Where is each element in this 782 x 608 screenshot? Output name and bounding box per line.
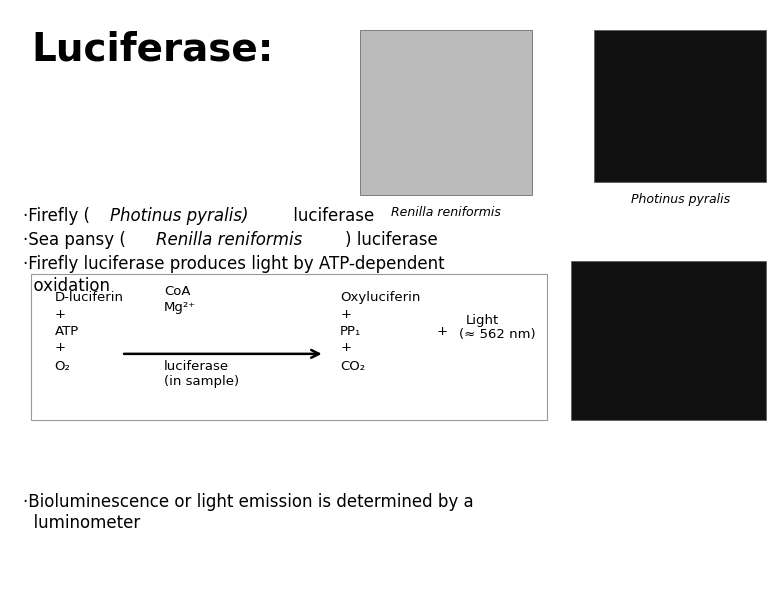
- Text: +: +: [340, 308, 351, 321]
- Text: O₂: O₂: [55, 359, 70, 373]
- Bar: [571, 261, 766, 420]
- Text: D-luciferin: D-luciferin: [55, 291, 124, 305]
- Text: luciferase: luciferase: [164, 359, 229, 373]
- Text: Light: Light: [465, 314, 499, 327]
- Text: Photinus pyralis): Photinus pyralis): [109, 207, 248, 225]
- Text: ) luciferase: ) luciferase: [345, 231, 437, 249]
- Text: CoA: CoA: [164, 285, 191, 299]
- Text: oxidation: oxidation: [23, 277, 110, 295]
- Text: PP₁: PP₁: [340, 325, 361, 338]
- Text: Oxyluciferin: Oxyluciferin: [340, 291, 421, 305]
- Text: ·Firefly luciferase produces light by ATP-dependent: ·Firefly luciferase produces light by AT…: [23, 255, 445, 274]
- Text: +: +: [340, 341, 351, 354]
- Bar: [594, 30, 766, 182]
- Text: +: +: [55, 308, 66, 321]
- Text: Luciferase:: Luciferase:: [31, 30, 274, 69]
- Text: Renilla reniformis: Renilla reniformis: [391, 206, 500, 218]
- Text: Renilla reniformis: Renilla reniformis: [156, 231, 303, 249]
- Text: ·Firefly (: ·Firefly (: [23, 207, 91, 225]
- Text: ATP: ATP: [55, 325, 79, 338]
- Text: Photinus pyralis: Photinus pyralis: [631, 193, 730, 206]
- Text: ·Bioluminescence or light emission is determined by a: ·Bioluminescence or light emission is de…: [23, 492, 474, 511]
- Text: luminometer: luminometer: [23, 514, 141, 532]
- Text: +: +: [436, 325, 447, 338]
- Text: (in sample): (in sample): [164, 375, 239, 388]
- Text: luciferase: luciferase: [289, 207, 375, 225]
- Bar: [31, 274, 547, 420]
- Text: Mg²⁺: Mg²⁺: [164, 300, 196, 314]
- Bar: [360, 30, 532, 195]
- Text: ·Sea pansy (: ·Sea pansy (: [23, 231, 126, 249]
- Text: (≈ 562 nm): (≈ 562 nm): [459, 328, 536, 341]
- Text: CO₂: CO₂: [340, 359, 365, 373]
- Text: +: +: [55, 341, 66, 354]
